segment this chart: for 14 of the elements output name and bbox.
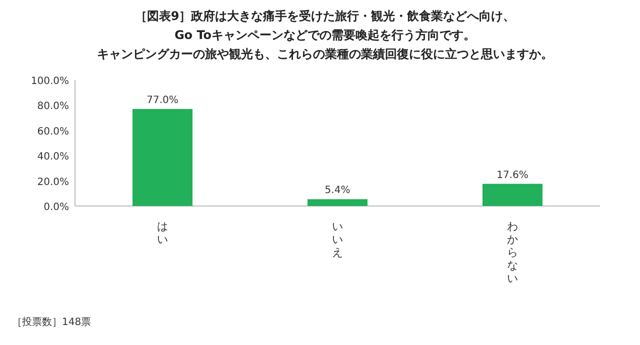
data-label: 5.4% <box>324 185 350 196</box>
y-tick-label: 100.0% <box>30 76 69 87</box>
title: ［図表9］政府は大きな痛手を受けた旅行・観光・飲食業などへ向け、Go Toキャンペーンなどでの需要喚起を行う方向です。キャンピングカーの旅や観光も、これらの業種の業績回復に役に立つと思いますか。 <box>97 9 553 61</box>
y-tick-label: 0.0% <box>44 202 69 213</box>
y-tick-label: 80.0% <box>37 101 69 112</box>
data-label: 77.0% <box>146 94 178 106</box>
x-tick-label: はい <box>157 220 168 246</box>
x-tick-label: わからない <box>507 220 518 285</box>
data-label: 17.6% <box>496 170 528 181</box>
text: ［投票数］148票 <box>12 316 92 328</box>
y-tick-label: 60.0% <box>37 126 69 138</box>
y-tick-label: 20.0% <box>37 176 69 188</box>
x-tick-label: いいえ <box>332 220 343 259</box>
y-tick-label: 40.0% <box>37 152 69 163</box>
